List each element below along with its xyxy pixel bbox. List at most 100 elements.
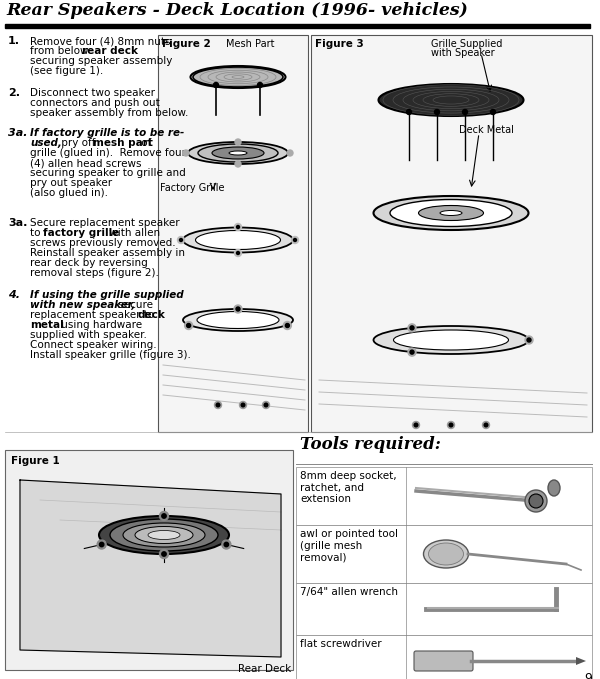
- Circle shape: [241, 403, 245, 407]
- Circle shape: [286, 323, 289, 327]
- Circle shape: [236, 307, 240, 311]
- Circle shape: [410, 350, 414, 354]
- Circle shape: [482, 422, 490, 428]
- Text: pry off: pry off: [58, 138, 99, 148]
- Circle shape: [449, 423, 453, 427]
- Ellipse shape: [183, 309, 293, 331]
- Circle shape: [162, 514, 166, 518]
- Text: securing speaker to grille and: securing speaker to grille and: [30, 168, 186, 178]
- Circle shape: [413, 422, 419, 428]
- Text: rear deck: rear deck: [82, 46, 138, 56]
- Ellipse shape: [394, 330, 509, 350]
- Circle shape: [408, 348, 416, 356]
- Text: mesh part: mesh part: [93, 138, 153, 148]
- Ellipse shape: [440, 210, 462, 215]
- Bar: [296, 583, 592, 635]
- Text: from below: from below: [30, 46, 92, 56]
- Text: Factory Grille: Factory Grille: [160, 183, 224, 193]
- Ellipse shape: [188, 142, 288, 164]
- Text: removal steps (figure 2).: removal steps (figure 2).: [30, 268, 159, 278]
- Text: Grille Supplied: Grille Supplied: [431, 39, 502, 49]
- Ellipse shape: [123, 523, 205, 547]
- Circle shape: [183, 150, 189, 156]
- Ellipse shape: [379, 84, 523, 116]
- Circle shape: [179, 238, 182, 242]
- Text: (see figure 1).: (see figure 1).: [30, 66, 103, 76]
- Circle shape: [178, 236, 185, 244]
- Text: 1.: 1.: [8, 36, 20, 46]
- Text: Deck Metal: Deck Metal: [459, 125, 514, 135]
- Text: with allen: with allen: [106, 228, 160, 238]
- Circle shape: [235, 223, 241, 230]
- Circle shape: [187, 323, 191, 327]
- Circle shape: [160, 511, 169, 521]
- Text: Reinstall speaker assembly in: Reinstall speaker assembly in: [30, 248, 185, 258]
- Text: Figure 1: Figure 1: [11, 456, 60, 466]
- Bar: [158, 35, 308, 432]
- Circle shape: [100, 543, 104, 547]
- Bar: [296, 467, 592, 525]
- Text: Connect speaker wiring.: Connect speaker wiring.: [30, 340, 157, 350]
- Circle shape: [525, 336, 533, 344]
- Text: with new speaker,: with new speaker,: [30, 300, 136, 310]
- Circle shape: [236, 225, 239, 229]
- Circle shape: [408, 324, 416, 332]
- Ellipse shape: [99, 516, 229, 554]
- Text: Secure replacement speaker: Secure replacement speaker: [30, 218, 179, 228]
- Text: 4.: 4.: [8, 290, 20, 300]
- Text: Install speaker grille (figure 3).: Install speaker grille (figure 3).: [30, 350, 191, 360]
- Ellipse shape: [197, 312, 279, 329]
- Circle shape: [222, 540, 231, 549]
- Circle shape: [235, 161, 241, 167]
- Circle shape: [484, 423, 488, 427]
- Text: awl or pointed tool
(grille mesh
removal): awl or pointed tool (grille mesh removal…: [300, 529, 398, 562]
- Circle shape: [527, 338, 531, 342]
- Circle shape: [263, 401, 269, 409]
- Circle shape: [529, 494, 543, 508]
- Bar: [5, 450, 293, 670]
- Text: screws previously removed.: screws previously removed.: [30, 238, 176, 248]
- Circle shape: [434, 109, 439, 115]
- Ellipse shape: [183, 227, 293, 253]
- Circle shape: [410, 326, 414, 330]
- Ellipse shape: [229, 151, 247, 155]
- Text: used,: used,: [30, 138, 62, 148]
- Text: replacement speaker to: replacement speaker to: [30, 310, 157, 320]
- Circle shape: [293, 238, 296, 242]
- Circle shape: [264, 403, 268, 407]
- Circle shape: [407, 109, 412, 115]
- Text: 9: 9: [584, 672, 592, 679]
- Text: securing speaker assembly: securing speaker assembly: [30, 56, 172, 66]
- Circle shape: [214, 83, 218, 88]
- Bar: [5, 24, 590, 28]
- Text: speaker assembly from below.: speaker assembly from below.: [30, 108, 188, 118]
- Circle shape: [292, 236, 299, 244]
- Circle shape: [160, 549, 169, 559]
- Text: 3a.: 3a.: [8, 128, 28, 138]
- Ellipse shape: [373, 196, 529, 230]
- FancyBboxPatch shape: [414, 651, 473, 671]
- Ellipse shape: [135, 526, 193, 543]
- Polygon shape: [576, 657, 586, 665]
- Text: metal: metal: [30, 320, 64, 330]
- Text: factory grille: factory grille: [43, 228, 119, 238]
- Text: deck: deck: [137, 310, 165, 320]
- Circle shape: [283, 321, 292, 329]
- Ellipse shape: [196, 230, 281, 249]
- Circle shape: [185, 321, 193, 329]
- Text: Disconnect two speaker: Disconnect two speaker: [30, 88, 155, 98]
- Circle shape: [235, 139, 241, 145]
- Ellipse shape: [419, 206, 484, 221]
- Text: 3a.: 3a.: [8, 218, 28, 228]
- Circle shape: [216, 403, 220, 407]
- Text: using hardware: using hardware: [58, 320, 142, 330]
- Circle shape: [224, 543, 229, 547]
- Text: to: to: [30, 228, 44, 238]
- Text: (also glued in).: (also glued in).: [30, 188, 108, 198]
- Circle shape: [463, 109, 467, 115]
- Text: rear deck by reversing: rear deck by reversing: [30, 258, 148, 268]
- Circle shape: [235, 249, 241, 257]
- Ellipse shape: [212, 147, 264, 159]
- Ellipse shape: [525, 490, 547, 512]
- Bar: [296, 525, 592, 583]
